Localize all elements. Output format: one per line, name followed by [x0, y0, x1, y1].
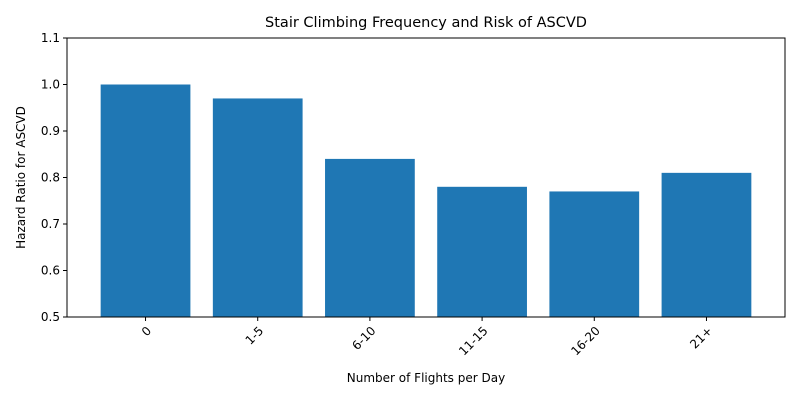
x-tick-label: 11-15 [456, 324, 491, 359]
y-axis-label: Hazard Ratio for ASCVD [14, 106, 28, 249]
bar-21+ [661, 172, 752, 317]
y-tick-label: 0.8 [41, 171, 60, 185]
y-tick-label: 0.6 [41, 264, 60, 278]
bar-16-20 [549, 191, 640, 317]
x-tick-label: 6-10 [349, 324, 378, 353]
x-tick-label: 0 [139, 324, 154, 339]
x-axis-label: Number of Flights per Day [347, 371, 505, 385]
x-tick-label: 16-20 [568, 324, 603, 359]
y-tick-label: 0.7 [41, 217, 60, 231]
y-tick-label: 1.0 [41, 78, 60, 92]
bar-0 [100, 84, 191, 317]
x-tick-label: 21+ [687, 324, 715, 352]
y-axis: 0.5 0.6 0.7 0.8 0.9 1.0 1.1 [41, 31, 67, 324]
y-tick-label: 0.5 [41, 310, 60, 324]
x-tick-label: 1-5 [243, 324, 267, 348]
bar-11-15 [437, 186, 527, 317]
bar-6-10 [325, 158, 415, 317]
bars-group [100, 84, 752, 317]
x-axis: 0 1-5 6-10 11-15 16-20 21+ [139, 317, 715, 358]
y-tick-label: 1.1 [41, 31, 60, 45]
y-tick-label: 0.9 [41, 124, 60, 138]
bar-1-5 [212, 98, 303, 317]
chart-title: Stair Climbing Frequency and Risk of ASC… [265, 15, 587, 31]
